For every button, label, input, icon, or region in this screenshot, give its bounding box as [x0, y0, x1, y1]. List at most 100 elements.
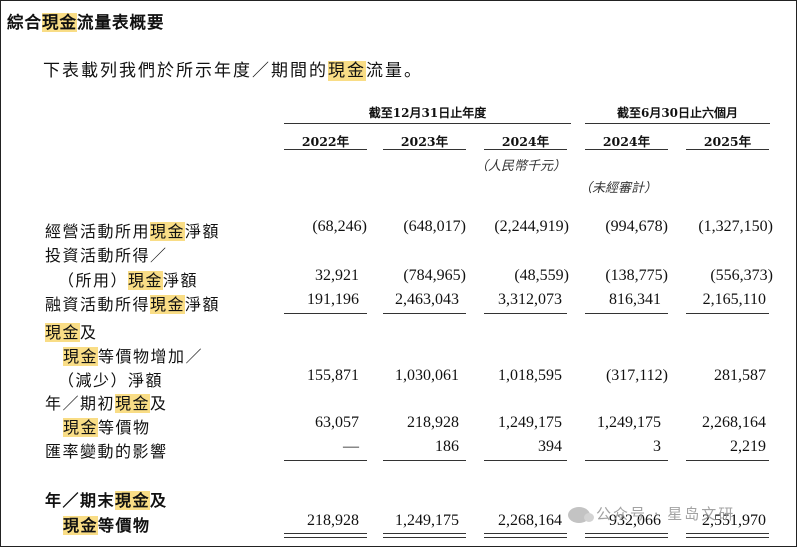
group-header-annual: 截至12月31日止年度: [368, 106, 487, 120]
double-rule-4: [585, 533, 668, 538]
year-header-4: 2024年: [602, 134, 651, 149]
cell-ending-2023: 1,249,175: [395, 512, 459, 529]
year-header-3: 2024年: [501, 134, 550, 149]
label-highlight: 現金: [63, 418, 99, 437]
cell-operating-2023: (648,017): [403, 218, 466, 235]
label-highlight: 現金: [150, 295, 186, 314]
cell-beginning-2023: 218,928: [407, 414, 459, 431]
year-rule-2: [383, 149, 466, 150]
cell-netchange-2024h1: (317,112): [605, 367, 668, 384]
cell-ending-2022: 218,928: [307, 512, 359, 529]
subtotal-rule-3: [484, 313, 567, 314]
label-text: 淨額: [185, 295, 221, 314]
label-text: 年／期末: [45, 491, 116, 510]
cell-financing-2023: 2,463,043: [395, 291, 459, 308]
row-label-fx: 匯率變動的影響: [45, 442, 168, 461]
cell-operating-2024h1: (994,678): [605, 218, 668, 235]
label-text: （所用）: [58, 271, 129, 290]
year-header-5: 2025年: [703, 134, 752, 149]
label-text: 及: [150, 491, 168, 510]
cell-financing-2024h1: 816,341: [609, 291, 661, 308]
cell-beginning-2024h1: 1,249,175: [597, 414, 661, 431]
label-highlight: 現金: [45, 323, 81, 342]
total-rule-2: [383, 460, 466, 461]
cell-ending-2024h1: 932,066: [609, 512, 661, 529]
cell-operating-2025h1: (1,327,150): [698, 218, 773, 235]
double-rule-2: [383, 533, 466, 538]
group-header-interim: 截至6月30日止六個月: [616, 106, 739, 120]
row-label-operating: 經營活動所用現金淨額: [45, 218, 220, 242]
heading-text-end: 流量表概要: [77, 13, 165, 32]
cell-financing-2025h1: 2,165,110: [702, 291, 766, 308]
label-text: 等價物增加／: [98, 347, 204, 366]
cell-netchange-2025h1: 281,587: [714, 367, 766, 384]
heading-highlight: 現金: [42, 13, 77, 32]
cell-fx-2024: 394: [538, 438, 562, 455]
cell-investing-2024h1: (138,775): [605, 267, 668, 284]
currency-note: （人民幣千元）: [475, 159, 567, 174]
total-rule-5: [686, 460, 769, 461]
year-header-2: 2023年: [400, 134, 449, 149]
intro-text: 下表載列我們於所示年度／期間的: [43, 61, 328, 81]
cell-beginning-2024: 1,249,175: [498, 414, 562, 431]
row-label-financing: 融資活動所得現金淨額: [45, 291, 220, 315]
intro-text-end: 流量。: [366, 61, 423, 81]
cell-beginning-2022: 63,057: [315, 414, 359, 431]
label-text: 及: [150, 394, 168, 413]
year-rule-1: [284, 149, 367, 150]
intro-highlight: 現金: [328, 61, 366, 81]
row-label-investing-line1: 投資活動所得／: [45, 246, 168, 265]
row-label-investing-line2: （所用）現金淨額: [58, 267, 198, 291]
cell-investing-2025h1: (556,373): [710, 267, 773, 284]
total-rule-1: [284, 460, 367, 461]
label-highlight: 現金: [150, 222, 186, 241]
double-rule-5: [686, 533, 769, 538]
cell-operating-2022: (68,246): [312, 218, 367, 235]
label-text: 經營活動所用: [45, 222, 151, 241]
watermark-text: 公众号 · 星岛文研: [596, 505, 736, 523]
double-rule-3: [484, 533, 567, 538]
row-label-beginning-line2: 現金等價物: [63, 414, 151, 438]
label-text: 及: [80, 323, 98, 342]
subtotal-rule-1: [284, 313, 367, 314]
cell-investing-2024: (48,559): [514, 267, 569, 284]
subtotal-rule-2: [383, 313, 466, 314]
row-label-ending-line2: 現金等價物: [63, 512, 151, 536]
row-label-ending-line1: 年／期末現金及: [45, 487, 168, 511]
label-text: 等價物: [98, 418, 151, 437]
group-rule-interim: [585, 123, 770, 124]
cell-ending-2024: 2,268,164: [498, 512, 562, 529]
row-label-netchange-line1: 現金及: [45, 319, 98, 343]
label-text: 淨額: [163, 271, 199, 290]
cell-fx-2025h1: 2,219: [730, 438, 766, 455]
intro-sentence: 下表載列我們於所示年度／期間的現金流量。: [43, 56, 423, 81]
cell-fx-2024h1: 3: [653, 438, 661, 455]
label-highlight: 現金: [128, 271, 164, 290]
label-highlight: 現金: [63, 516, 99, 535]
year-header-1: 2022年: [301, 134, 350, 149]
cell-fx-2023: 186: [435, 438, 459, 455]
cell-investing-2023: (784,965): [403, 267, 466, 284]
cell-fx-2022: —: [343, 438, 359, 455]
label-text: 融資活動所得: [45, 295, 151, 314]
year-rule-4: [585, 149, 668, 150]
year-rule-3: [484, 149, 567, 150]
double-rule-1: [284, 533, 367, 538]
cell-financing-2022: 191,196: [307, 291, 359, 308]
label-highlight: 現金: [115, 491, 151, 510]
total-rule-4: [585, 460, 668, 461]
cell-beginning-2025h1: 2,268,164: [702, 414, 766, 431]
year-rule-5: [686, 149, 769, 150]
group-rule-annual: [284, 123, 571, 124]
cell-investing-2022: 32,921: [315, 267, 359, 284]
row-label-netchange-line2: 現金等價物增加／: [63, 343, 203, 367]
section-heading: 綜合現金流量表概要: [7, 9, 165, 33]
cell-operating-2024: (2,244,919): [494, 218, 569, 235]
label-highlight: 現金: [115, 394, 151, 413]
watermark: 公众号 · 星岛文研: [568, 503, 735, 524]
row-label-beginning-line1: 年／期初現金及: [45, 390, 168, 414]
cell-netchange-2023: 1,030,061: [395, 367, 459, 384]
cell-netchange-2022: 155,871: [307, 367, 359, 384]
total-rule-3: [484, 460, 567, 461]
